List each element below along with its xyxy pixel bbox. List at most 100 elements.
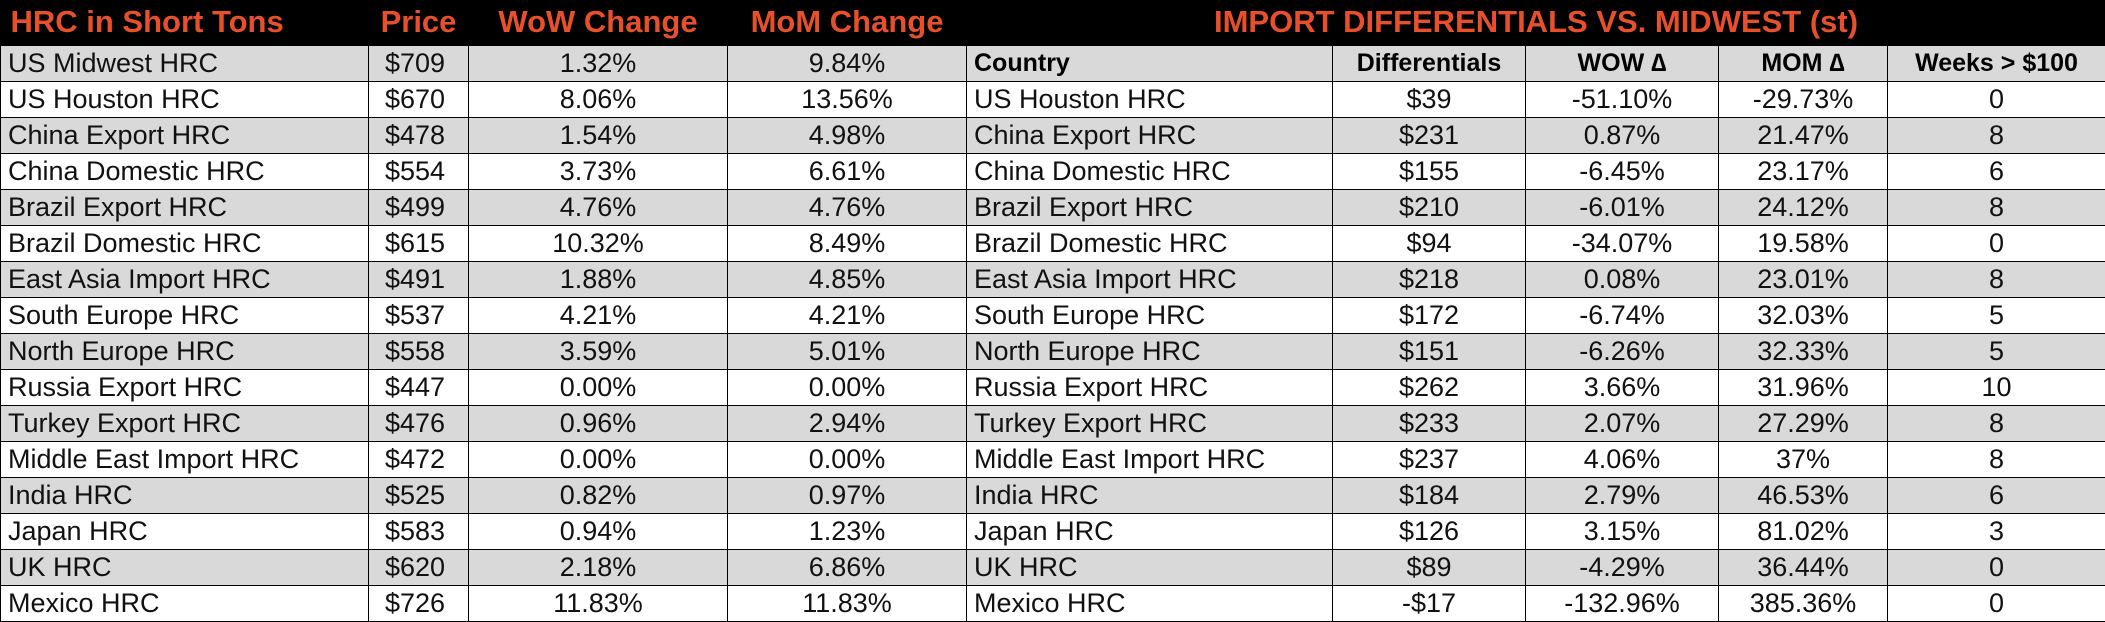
differential-cell: $151 [1333,333,1526,369]
wow-delta-cell: -34.07% [1526,225,1719,261]
mom-delta-cell: -29.73% [1719,81,1888,117]
differentials-table-row: South Europe HRC$172-6.74%32.03%5 [967,297,2105,333]
row-label: India HRC [1,477,369,513]
mom-change-cell: 9.84% [728,45,967,81]
wow-change-cell: 1.54% [469,117,728,153]
differentials-table-row: Brazil Export HRC$210-6.01%24.12%8 [967,189,2105,225]
price-cell: $478 [369,117,469,153]
wow-delta-cell: -6.01% [1526,189,1719,225]
price-cell: $447 [369,369,469,405]
row-label: China Domestic HRC [1,153,369,189]
price-cell: $709 [369,45,469,81]
wow-change-cell: 1.88% [469,261,728,297]
price-cell: $583 [369,513,469,549]
price-cell: $726 [369,585,469,621]
country-cell: Mexico HRC [967,585,1333,621]
differentials-header-row: Country Differentials WOW ∆ MOM ∆ Weeks … [967,45,2105,81]
header-mom-change: MoM Change [728,0,967,45]
price-cell: $558 [369,333,469,369]
weeks-over-100-cell: 8 [1888,405,2105,441]
differential-cell: $237 [1333,441,1526,477]
mom-change-cell: 11.83% [728,585,967,621]
differentials-table-row: Brazil Domestic HRC$94-34.07%19.58%0 [967,225,2105,261]
country-cell: North Europe HRC [967,333,1333,369]
wow-delta-cell: -4.29% [1526,549,1719,585]
mom-change-cell: 8.49% [728,225,967,261]
country-cell: Japan HRC [967,513,1333,549]
differentials-table-row: US Houston HRC$39-51.10%-29.73%0 [967,81,2105,117]
row-label: Brazil Domestic HRC [1,225,369,261]
country-cell: UK HRC [967,549,1333,585]
mom-delta-cell: 23.17% [1719,153,1888,189]
row-label: UK HRC [1,549,369,585]
weeks-over-100-cell: 6 [1888,153,2105,189]
differentials-table-row: China Domestic HRC$155-6.45%23.17%6 [967,153,2105,189]
wow-delta-cell: 3.66% [1526,369,1719,405]
differential-cell: $172 [1333,297,1526,333]
mom-delta-cell: 19.58% [1719,225,1888,261]
mom-change-cell: 2.94% [728,405,967,441]
weeks-over-100-cell: 8 [1888,441,2105,477]
mom-delta-cell: 23.01% [1719,261,1888,297]
mom-delta-cell: 37% [1719,441,1888,477]
differentials-table-body: Country Differentials WOW ∆ MOM ∆ Weeks … [967,45,2105,621]
differential-cell: $218 [1333,261,1526,297]
wow-change-cell: 10.32% [469,225,728,261]
price-cell: $491 [369,261,469,297]
wow-delta-cell: -132.96% [1526,585,1719,621]
price-cell: $620 [369,549,469,585]
price-cell: $670 [369,81,469,117]
header-hrc-in-short-tons: HRC in Short Tons [1,0,369,45]
country-cell: East Asia Import HRC [967,261,1333,297]
hrc-header-row: HRC in Short Tons Price WoW Change MoM C… [1,0,967,45]
row-label: South Europe HRC [1,297,369,333]
differential-cell: $39 [1333,81,1526,117]
price-cell: $476 [369,405,469,441]
mom-delta-cell: 81.02% [1719,513,1888,549]
country-cell: Brazil Domestic HRC [967,225,1333,261]
wow-delta-cell: -6.74% [1526,297,1719,333]
mom-delta-cell: 31.96% [1719,369,1888,405]
weeks-over-100-cell: 6 [1888,477,2105,513]
differential-cell: $262 [1333,369,1526,405]
wow-delta-cell: -6.26% [1526,333,1719,369]
wow-change-cell: 4.76% [469,189,728,225]
country-cell: India HRC [967,477,1333,513]
country-cell: Middle East Import HRC [967,441,1333,477]
row-label: North Europe HRC [1,333,369,369]
mom-change-cell: 0.00% [728,369,967,405]
header-country: Country [967,45,1333,81]
mom-change-cell: 4.98% [728,117,967,153]
mom-change-cell: 4.85% [728,261,967,297]
differentials-title-row: IMPORT DIFFERENTIALS VS. MIDWEST (st) [967,0,2105,45]
wow-change-cell: 3.59% [469,333,728,369]
weeks-over-100-cell: 0 [1888,585,2105,621]
weeks-over-100-cell: 5 [1888,333,2105,369]
weeks-over-100-cell: 0 [1888,549,2105,585]
header-wow-delta: WOW ∆ [1526,45,1719,81]
row-label: China Export HRC [1,117,369,153]
differentials-table-row: North Europe HRC$151-6.26%32.33%5 [967,333,2105,369]
price-cell: $499 [369,189,469,225]
country-cell: China Domestic HRC [967,153,1333,189]
weeks-over-100-cell: 8 [1888,117,2105,153]
differential-cell: $231 [1333,117,1526,153]
mom-change-cell: 13.56% [728,81,967,117]
mom-change-cell: 0.00% [728,441,967,477]
differential-cell: $94 [1333,225,1526,261]
country-cell: South Europe HRC [967,297,1333,333]
